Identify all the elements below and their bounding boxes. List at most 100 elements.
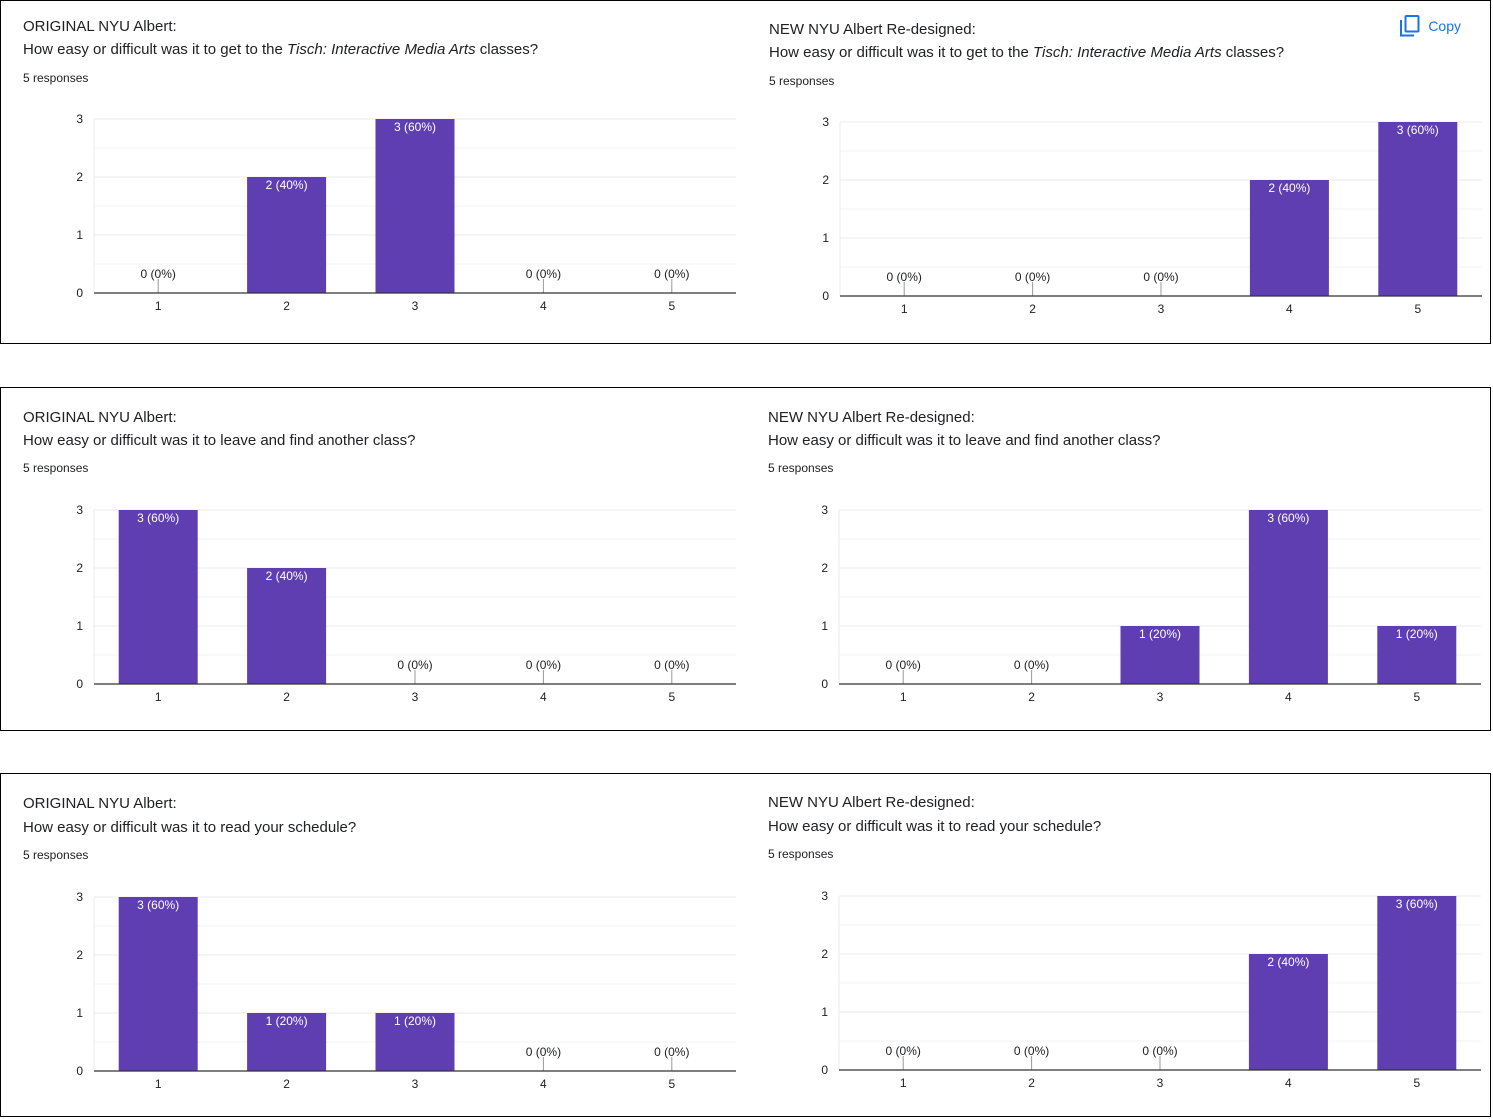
responses-count: 5 responses — [768, 847, 834, 861]
bar — [375, 119, 455, 293]
chart-new-1: NEW NYU Albert Re-designed: How easy or … — [747, 1, 1487, 341]
x-tick-label: 4 — [1285, 1076, 1292, 1090]
question-text: How easy or difficult was it to read you… — [23, 819, 357, 836]
x-tick-label: 1 — [900, 690, 907, 704]
question-text-end: classes? — [1221, 44, 1285, 61]
bar — [1248, 510, 1328, 684]
data-label: 1 (20%) — [266, 1014, 308, 1028]
chart-prefix: ORIGINAL NYU Albert: — [23, 18, 177, 35]
y-tick-label: 3 — [821, 889, 828, 903]
data-label: 0 (0%) — [886, 1044, 921, 1058]
data-label: 0 (0%) — [886, 658, 921, 672]
data-label: 3 (60%) — [394, 120, 436, 134]
responses-count: 5 responses — [23, 848, 89, 862]
data-label: 0 (0%) — [1015, 270, 1050, 284]
question-text: How easy or difficult was it to get to t… — [769, 44, 1034, 61]
bar — [1120, 626, 1200, 684]
data-label: 0 (0%) — [1014, 1044, 1049, 1058]
data-label: 1 (20%) — [394, 1014, 436, 1028]
x-tick-label: 5 — [1413, 690, 1420, 704]
bar — [1377, 896, 1457, 1070]
data-label: 0 (0%) — [887, 270, 922, 284]
survey-panel-1: ORIGINAL NYU Albert: How easy or difficu… — [0, 0, 1491, 344]
y-tick-label: 2 — [76, 948, 83, 962]
x-tick-label: 1 — [155, 299, 162, 313]
y-tick-label: 1 — [822, 231, 829, 245]
chart-prefix: ORIGINAL NYU Albert: — [23, 409, 177, 426]
data-label: 3 (60%) — [1267, 511, 1309, 525]
data-label: 0 (0%) — [141, 267, 176, 281]
chart-original-1: ORIGINAL NYU Albert: How easy or difficu… — [1, 1, 741, 341]
bar-chart: 0 1 2 3 0 (0%) 1 0 (0%) 2 0 (0%) 3 2 (40%) 4 3 (60%)… — [822, 115, 1482, 316]
x-tick-label: 4 — [540, 1077, 547, 1091]
bar-chart: 0 1 2 3 0 (0%) 1 2 (40%) 2 3 (60%) 3 0 (0%) 4 0 (0%)… — [76, 112, 736, 313]
x-tick-label: 4 — [1285, 690, 1292, 704]
data-label: 0 (0%) — [654, 658, 689, 672]
y-tick-label: 2 — [822, 173, 829, 187]
bar — [1378, 122, 1458, 296]
data-label: 3 (60%) — [1396, 897, 1438, 911]
x-tick-label: 4 — [540, 299, 547, 313]
x-tick-label: 4 — [540, 690, 547, 704]
bar-chart: 0 1 2 3 3 (60%) 1 2 (40%) 2 0 (0%) 3 0 (0%) 4 0 (0%)… — [76, 503, 736, 704]
y-tick-label: 3 — [821, 503, 828, 517]
x-tick-label: 3 — [412, 299, 419, 313]
data-label: 0 (0%) — [397, 658, 432, 672]
data-label: 3 (60%) — [137, 511, 179, 525]
bar — [118, 510, 198, 684]
y-tick-label: 3 — [76, 112, 83, 126]
data-label: 0 (0%) — [1142, 1044, 1177, 1058]
bar-chart: 0 1 2 3 0 (0%) 1 0 (0%) 2 1 (20%) 3 3 (60%) 4 1 (20%… — [821, 503, 1481, 704]
x-tick-label: 2 — [1029, 302, 1036, 316]
y-tick-label: 0 — [822, 289, 829, 303]
x-tick-label: 3 — [1157, 690, 1164, 704]
question-text: How easy or difficult was it to leave an… — [23, 432, 416, 449]
y-tick-label: 1 — [76, 228, 83, 242]
x-tick-label: 5 — [668, 1077, 675, 1091]
question-italic-text: Tisch: Interactive Media Arts — [1033, 44, 1222, 61]
data-label: 0 (0%) — [526, 267, 561, 281]
y-tick-label: 3 — [76, 890, 83, 904]
copy-label: Copy — [1428, 18, 1461, 34]
chart-new-3: NEW NYU Albert Re-designed: How easy or … — [746, 774, 1486, 1114]
x-tick-label: 3 — [1157, 1076, 1164, 1090]
y-tick-label: 0 — [821, 1063, 828, 1077]
data-label: 0 (0%) — [654, 267, 689, 281]
data-label: 2 (40%) — [266, 178, 308, 192]
survey-panel-2: ORIGINAL NYU Albert: How easy or difficu… — [0, 387, 1491, 731]
x-tick-label: 5 — [1414, 302, 1421, 316]
question-italic-text: Tisch: Interactive Media Arts — [287, 41, 476, 58]
x-tick-label: 3 — [1158, 302, 1165, 316]
responses-count: 5 responses — [23, 461, 89, 475]
y-tick-label: 0 — [76, 1064, 83, 1078]
y-tick-label: 2 — [76, 170, 83, 184]
data-label: 1 (20%) — [1396, 627, 1438, 641]
data-label: 3 (60%) — [1397, 123, 1439, 137]
y-tick-label: 0 — [76, 677, 83, 691]
copy-icon — [1400, 15, 1420, 37]
data-label: 0 (0%) — [526, 1045, 561, 1059]
x-tick-label: 5 — [668, 299, 675, 313]
y-tick-label: 2 — [821, 561, 828, 575]
chart-question: How easy or difficult was it to leave an… — [23, 432, 415, 449]
chart-prefix: NEW NYU Albert Re-designed: — [768, 794, 975, 811]
data-label: 0 (0%) — [654, 1045, 689, 1059]
chart-original-2: ORIGINAL NYU Albert: How easy or difficu… — [1, 388, 741, 728]
y-tick-label: 1 — [821, 619, 828, 633]
x-tick-label: 1 — [155, 1077, 162, 1091]
data-label: 1 (20%) — [1139, 627, 1181, 641]
data-label: 0 (0%) — [1143, 270, 1178, 284]
data-label: 0 (0%) — [1014, 658, 1049, 672]
question-text: How easy or difficult was it to get to t… — [23, 41, 288, 58]
chart-question: How easy or difficult was it to read you… — [23, 819, 356, 836]
bar — [247, 1013, 327, 1071]
y-tick-label: 2 — [821, 947, 828, 961]
bar — [247, 177, 327, 293]
data-label: 0 (0%) — [526, 658, 561, 672]
copy-button[interactable]: Copy — [1400, 15, 1461, 37]
chart-question: How easy or difficult was it to get to t… — [769, 44, 1284, 61]
chart-prefix: ORIGINAL NYU Albert: — [23, 795, 177, 812]
chart-new-2: NEW NYU Albert Re-designed: How easy or … — [746, 388, 1486, 728]
bar-chart: 0 1 2 3 0 (0%) 1 0 (0%) 2 0 (0%) 3 2 (40%) 4 3 (60%)… — [821, 889, 1481, 1090]
y-tick-label: 1 — [821, 1005, 828, 1019]
